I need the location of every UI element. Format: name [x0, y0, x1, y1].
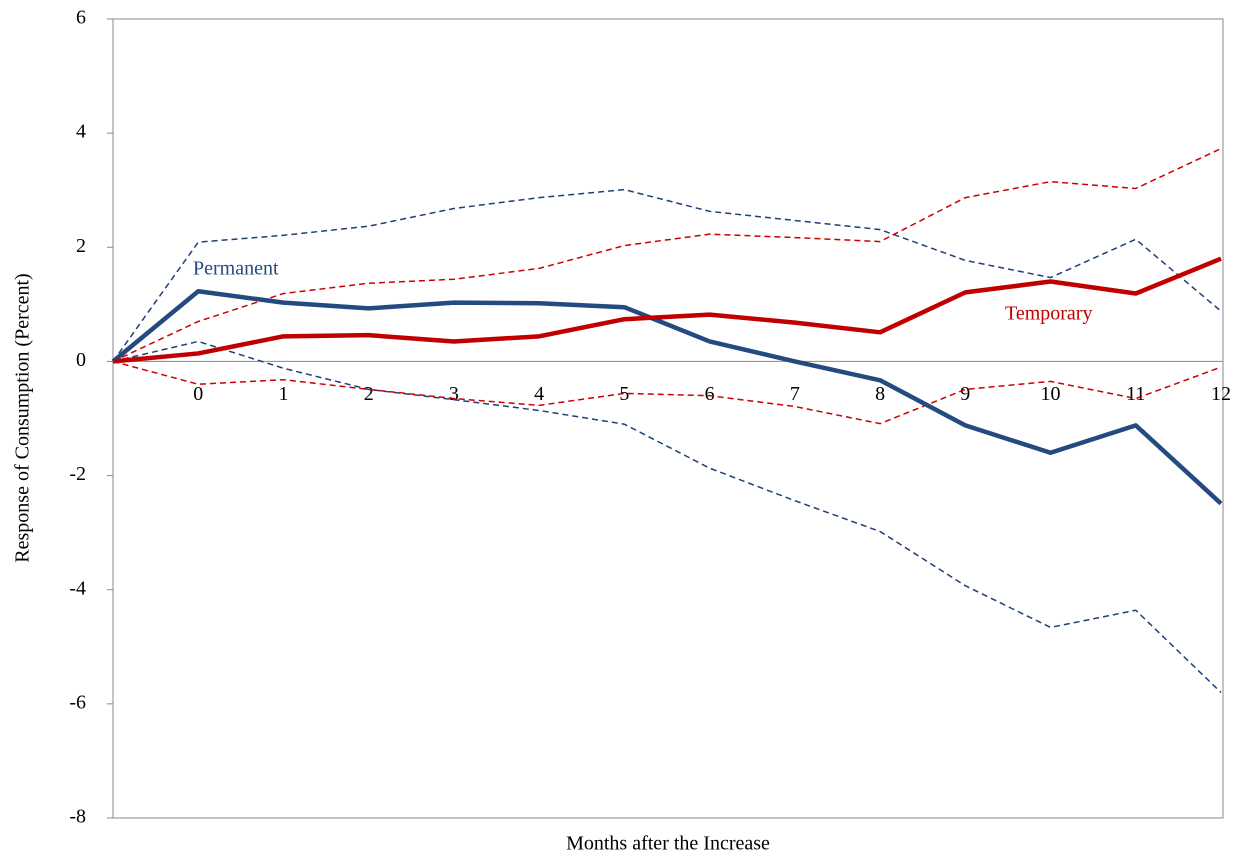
y-tick-label: 0 — [76, 349, 86, 371]
y-tick-label: 4 — [76, 121, 86, 143]
plot-frame — [112, 18, 1224, 819]
series-line — [111, 288, 1223, 506]
y-tick-label: -6 — [69, 691, 86, 713]
x-tick-label: 7 — [790, 383, 800, 405]
y-axis-title: Response of Consumption (Percent) — [12, 273, 34, 562]
y-tick-label: -8 — [69, 806, 86, 828]
y-tick-label: 2 — [76, 235, 86, 257]
y-tick-label: -2 — [69, 463, 86, 485]
x-tick-label: 6 — [705, 383, 715, 405]
x-tick-label: 2 — [364, 383, 374, 405]
x-tick-label: 12 — [1211, 383, 1231, 405]
band-line — [112, 188, 1222, 362]
y-tick-label: 6 — [76, 7, 86, 29]
x-tick-label: 1 — [278, 383, 288, 405]
series-label: Temporary — [1005, 303, 1092, 325]
x-tick-label: 11 — [1126, 383, 1145, 405]
band-line — [112, 340, 1222, 693]
x-tick-label: 5 — [619, 383, 629, 405]
x-tick-label: 10 — [1041, 383, 1061, 405]
x-axis-title: Months after the Increase — [566, 833, 770, 855]
x-tick-label: 3 — [449, 383, 459, 405]
series-line — [112, 256, 1222, 364]
y-tick-label: -4 — [69, 577, 86, 599]
x-tick-label: 9 — [960, 383, 970, 405]
x-tick-label: 8 — [875, 383, 885, 405]
x-tick-label: 0 — [193, 383, 203, 405]
band-line — [112, 147, 1222, 363]
x-tick-label: 4 — [534, 383, 544, 405]
series-label: Permanent — [193, 258, 279, 280]
